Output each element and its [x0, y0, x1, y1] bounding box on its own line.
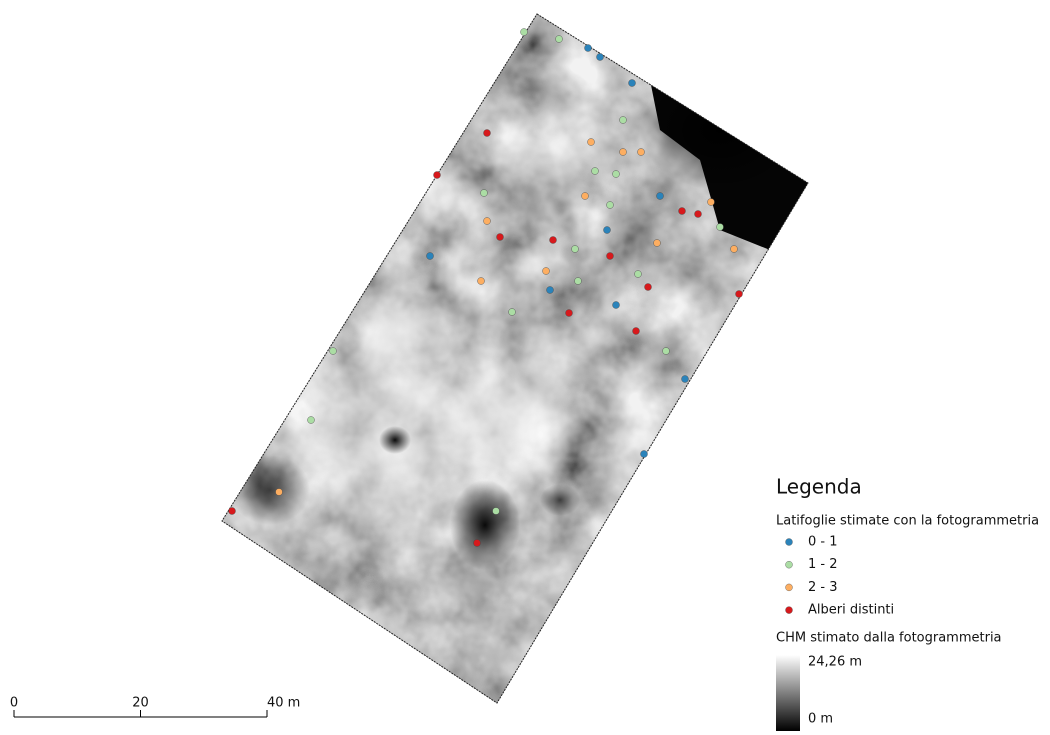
tree-point	[717, 224, 724, 231]
legend-label: 1 - 2	[808, 557, 838, 572]
raster-ramp	[776, 655, 800, 731]
scale-label: 0	[10, 696, 18, 711]
chm-raster	[200, 0, 820, 731]
tree-point	[550, 237, 557, 244]
legend-swatch	[786, 561, 793, 568]
legend-swatch	[786, 607, 793, 614]
tree-point	[572, 246, 579, 253]
tree-point	[509, 309, 516, 316]
legend-swatch	[786, 584, 793, 591]
legend-group-title: Latifoglie stimate con la fotogrammetria	[776, 514, 1039, 529]
tree-point	[484, 218, 491, 225]
tree-point	[566, 310, 573, 317]
tree-point	[654, 240, 661, 247]
tree-point	[663, 348, 670, 355]
tree-point	[427, 253, 434, 260]
tree-point	[582, 193, 589, 200]
tree-point	[575, 278, 582, 285]
tree-point	[657, 193, 664, 200]
tree-point	[585, 45, 592, 52]
tree-point	[493, 508, 500, 515]
tree-point	[607, 253, 614, 260]
tree-point	[679, 208, 686, 215]
tree-point	[481, 190, 488, 197]
tree-point	[521, 29, 528, 36]
tree-point	[613, 302, 620, 309]
scale-label: 40 m	[267, 696, 300, 711]
tree-point	[547, 287, 554, 294]
tree-point	[645, 284, 652, 291]
tree-point	[635, 271, 642, 278]
tree-point	[497, 234, 504, 241]
tree-point	[682, 376, 689, 383]
tree-point	[330, 348, 337, 355]
tree-point	[592, 168, 599, 175]
legend-label: Alberi distinti	[808, 603, 894, 618]
tree-point	[607, 202, 614, 209]
tree-point	[633, 328, 640, 335]
tree-point	[597, 54, 604, 61]
legend-label: 2 - 3	[808, 580, 838, 595]
tree-point	[474, 540, 481, 547]
tree-point	[588, 139, 595, 146]
scale-bar: 0 20 40 m	[10, 696, 300, 718]
ramp-label: 24,26 m	[808, 655, 862, 670]
tree-point	[620, 149, 627, 156]
tree-point	[613, 171, 620, 178]
legend-swatch	[786, 539, 793, 546]
tree-point	[695, 211, 702, 218]
tree-point	[638, 149, 645, 156]
tree-point	[229, 508, 236, 515]
tree-point	[731, 246, 738, 253]
raster-legend-title: CHM stimato dalla fotogrammetria	[776, 631, 1002, 646]
tree-point	[736, 291, 743, 298]
ramp-label: 0 m	[808, 712, 833, 727]
legend-label: 0 - 1	[808, 535, 838, 550]
tree-point	[484, 130, 491, 137]
tree-point	[708, 199, 715, 206]
tree-point	[620, 117, 627, 124]
legend-title: Legenda	[776, 475, 862, 499]
tree-point	[556, 36, 563, 43]
scale-label: 20	[132, 696, 149, 711]
tree-point	[641, 451, 648, 458]
tree-point	[478, 278, 485, 285]
legend-items: 0 - 1 1 - 2 2 - 3 Alberi distinti	[786, 535, 895, 618]
tree-point	[276, 489, 283, 496]
tree-point	[543, 268, 550, 275]
tree-point	[604, 227, 611, 234]
map-layout: Legenda Latifoglie stimate con la fotogr…	[0, 0, 1050, 731]
tree-point	[308, 417, 315, 424]
tree-point	[629, 80, 636, 87]
tree-point	[434, 172, 441, 179]
